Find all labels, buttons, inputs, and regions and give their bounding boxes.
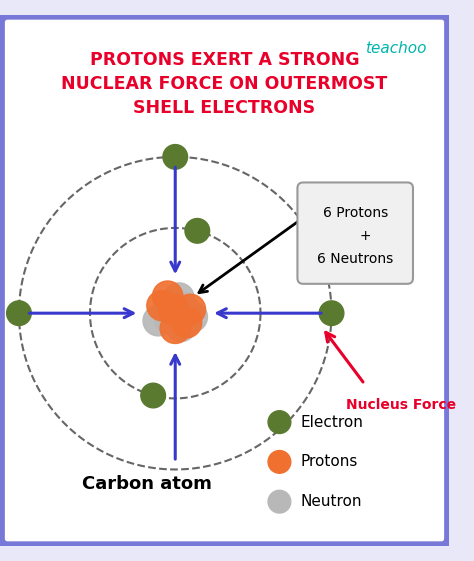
Circle shape	[185, 219, 210, 243]
Circle shape	[160, 313, 191, 343]
Circle shape	[268, 490, 291, 513]
Circle shape	[268, 411, 291, 434]
FancyBboxPatch shape	[297, 182, 413, 284]
Text: 6 Protons
     +
6 Neutrons: 6 Protons + 6 Neutrons	[317, 206, 393, 266]
Circle shape	[172, 307, 202, 338]
Circle shape	[319, 301, 344, 325]
Circle shape	[166, 311, 196, 342]
Circle shape	[175, 294, 206, 325]
FancyBboxPatch shape	[0, 15, 449, 546]
Text: Electron: Electron	[300, 415, 363, 430]
Text: teachoo: teachoo	[365, 42, 426, 56]
Circle shape	[141, 383, 165, 408]
Circle shape	[310, 247, 335, 272]
Circle shape	[268, 450, 291, 473]
Circle shape	[147, 291, 177, 321]
Circle shape	[153, 281, 183, 311]
Circle shape	[177, 302, 208, 332]
Circle shape	[164, 283, 194, 313]
Text: Neutron: Neutron	[300, 494, 362, 509]
Text: PROTONS EXERT A STRONG
NUCLEAR FORCE ON OUTERMOST
SHELL ELECTRONS: PROTONS EXERT A STRONG NUCLEAR FORCE ON …	[61, 51, 388, 117]
Circle shape	[168, 292, 198, 323]
Circle shape	[163, 145, 188, 169]
Circle shape	[7, 301, 31, 325]
Circle shape	[158, 294, 189, 325]
Circle shape	[155, 304, 185, 334]
Text: Carbon atom: Carbon atom	[82, 475, 212, 493]
Text: Nucleus Force: Nucleus Force	[346, 398, 456, 412]
Text: Protons: Protons	[300, 454, 358, 470]
Circle shape	[143, 306, 173, 336]
